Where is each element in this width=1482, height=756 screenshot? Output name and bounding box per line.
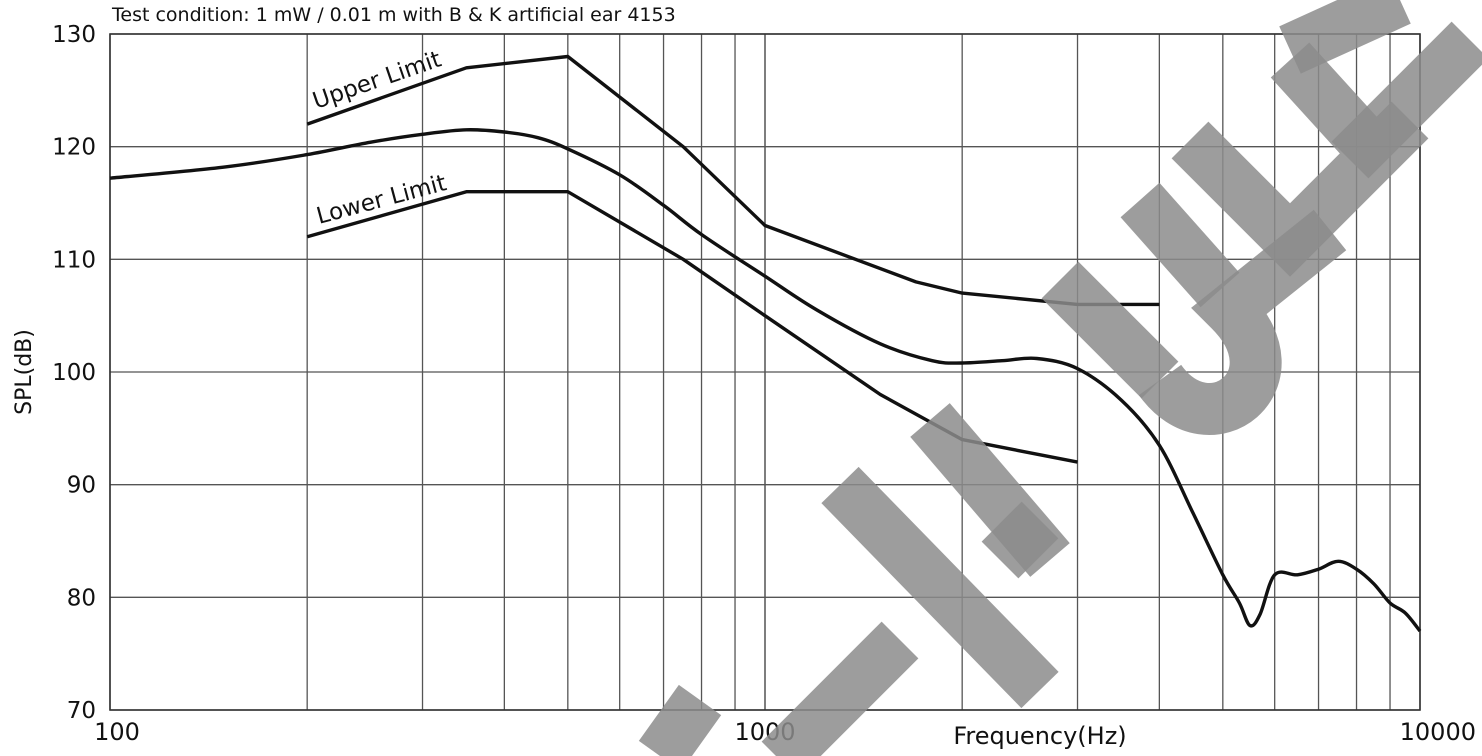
y-axis-label: SPL(dB) [12,329,37,415]
y-tick-label: 70 [67,698,96,724]
watermark-letter-t-bar [821,466,1059,709]
watermark-letter-d [1279,0,1482,179]
watermark-letter-u [1138,209,1347,435]
y-tick-label: 100 [52,360,96,386]
chart-title: Test condition: 1 mW / 0.01 m with B & K… [112,4,676,26]
y-tick-label: 80 [67,585,96,611]
discontinued-watermark [638,0,1482,756]
y-tick-label: 110 [52,247,96,273]
watermark-letter-n [638,684,722,756]
y-tick-label: 120 [52,135,96,161]
watermark-letter-n2 [1041,182,1240,399]
x-axis-label: Frequency(Hz) [953,722,1126,750]
response-curve [109,128,1422,633]
upper-limit-label: Upper Limit [309,46,444,114]
watermark-letter-i-base [981,501,1059,579]
lower-limit-label: Lower Limit [314,170,449,230]
y-tick-label: 130 [52,22,96,48]
upper-limit-line [306,54,1160,307]
y-tick-label: 90 [67,473,96,499]
x-tick-label: 100 [94,718,140,746]
x-tick-label: 10000 [1400,718,1476,746]
plot-frame [109,33,1421,711]
watermark-letter-t-stem [761,621,919,756]
grid-lines [109,33,1421,711]
